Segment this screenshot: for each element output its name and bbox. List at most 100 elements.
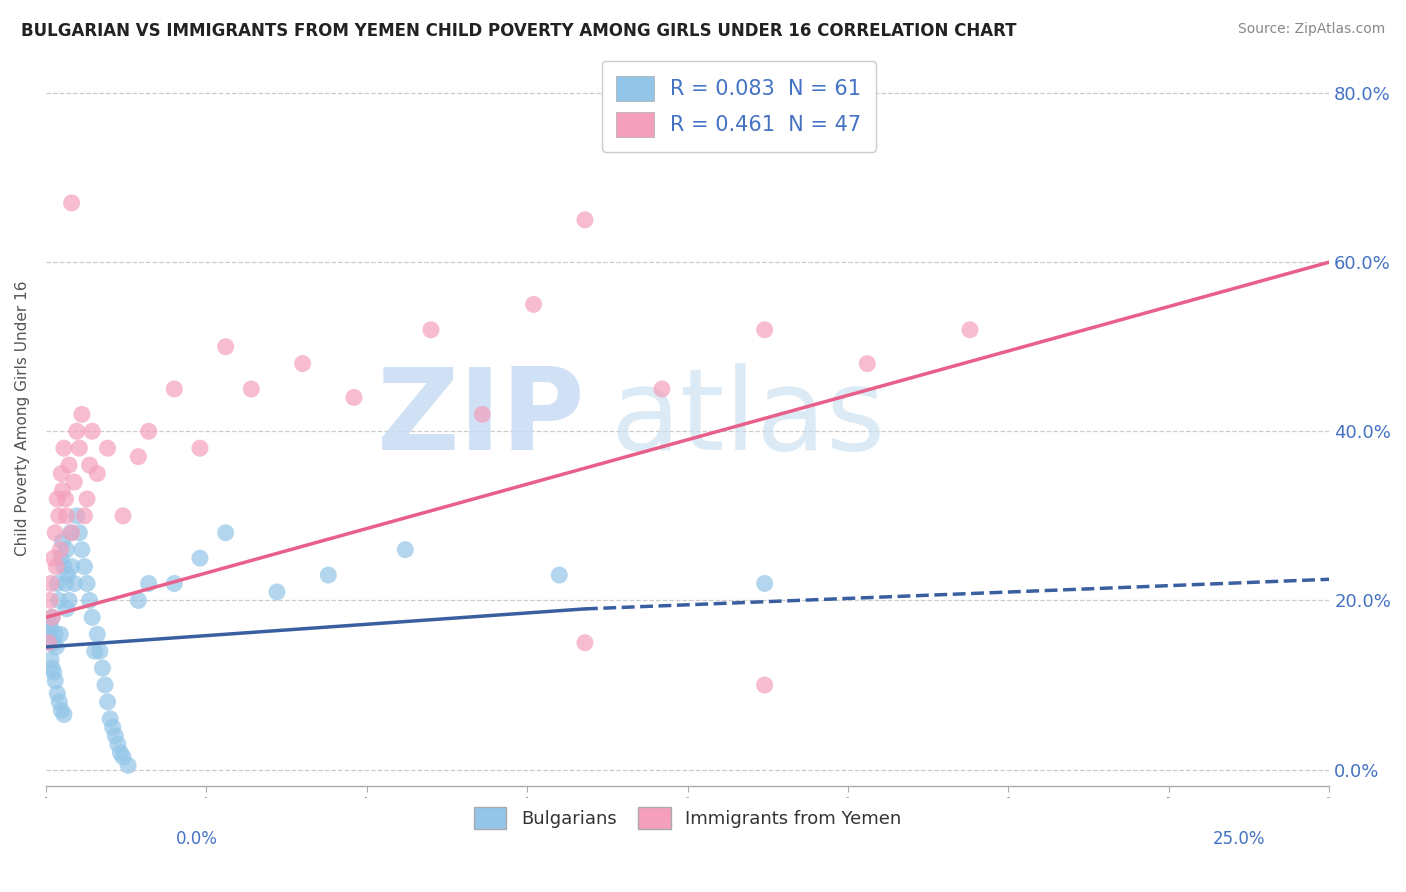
Point [51, 534, 73, 549]
Point [94, 678, 117, 692]
Point [38, 632, 60, 646]
Point [754, 678, 776, 692]
Point [59, 525, 82, 540]
Point [214, 340, 236, 354]
Point [44, 627, 66, 641]
Point [70, 408, 93, 422]
Point [97, 441, 120, 455]
Point [82, 610, 104, 624]
Point [41, 610, 63, 624]
Point [45, 640, 67, 654]
Point [52, 559, 75, 574]
Point [76, 491, 98, 506]
Point [548, 568, 571, 582]
Point [51, 551, 73, 566]
Point [188, 441, 211, 455]
Point [51, 467, 73, 481]
Point [39, 619, 62, 633]
Point [49, 542, 72, 557]
Point [55, 602, 77, 616]
Point [76, 576, 98, 591]
Point [89, 644, 111, 658]
Point [52, 441, 75, 455]
Point [163, 576, 186, 591]
Point [79, 593, 101, 607]
Point [240, 382, 263, 396]
Point [58, 458, 80, 472]
Point [41, 610, 63, 624]
Point [42, 636, 65, 650]
Point [83, 644, 105, 658]
Point [754, 576, 776, 591]
Point [91, 661, 114, 675]
Point [188, 551, 211, 566]
Point [63, 576, 86, 591]
Point [46, 686, 69, 700]
Point [856, 357, 879, 371]
Point [394, 542, 416, 557]
Point [55, 508, 77, 523]
Legend: Bulgarians, Immigrants from Yemen: Bulgarians, Immigrants from Yemen [467, 800, 908, 837]
Point [60, 559, 83, 574]
Point [86, 467, 108, 481]
Point [58, 593, 80, 607]
Y-axis label: Child Poverty Among Girls Under 16: Child Poverty Among Girls Under 16 [15, 281, 30, 557]
Text: BULGARIAN VS IMMIGRANTS FROM YEMEN CHILD POVERTY AMONG GIRLS UNDER 16 CORRELATIO: BULGARIAN VS IMMIGRANTS FROM YEMEN CHILD… [21, 22, 1017, 40]
Point [110, 746, 132, 760]
Point [55, 491, 77, 506]
Point [117, 758, 139, 772]
Point [39, 593, 62, 607]
Point [63, 475, 86, 489]
Point [51, 483, 73, 498]
Point [523, 297, 546, 311]
Text: 25.0%: 25.0% [1213, 830, 1265, 847]
Point [55, 576, 77, 591]
Point [291, 357, 314, 371]
Point [44, 673, 66, 688]
Point [127, 593, 149, 607]
Point [471, 408, 494, 422]
Point [38, 627, 60, 641]
Point [39, 636, 62, 650]
Point [163, 382, 186, 396]
Point [56, 568, 79, 582]
Point [42, 551, 65, 566]
Point [52, 707, 75, 722]
Point [574, 212, 596, 227]
Point [67, 441, 90, 455]
Point [138, 576, 160, 591]
Point [86, 627, 108, 641]
Point [51, 703, 73, 717]
Point [60, 525, 83, 540]
Point [55, 542, 77, 557]
Point [574, 636, 596, 650]
Point [73, 559, 96, 574]
Point [420, 323, 443, 337]
Point [70, 542, 93, 557]
Point [73, 508, 96, 523]
Point [111, 750, 134, 764]
Point [44, 525, 66, 540]
Point [104, 729, 127, 743]
Point [101, 720, 124, 734]
Point [42, 665, 65, 680]
Point [98, 712, 121, 726]
Point [79, 458, 101, 472]
Text: 0.0%: 0.0% [176, 830, 218, 847]
Point [38, 636, 60, 650]
Point [46, 491, 69, 506]
Point [651, 382, 673, 396]
Point [67, 525, 90, 540]
Point [82, 424, 104, 438]
Point [49, 627, 72, 641]
Point [66, 424, 89, 438]
Point [39, 576, 62, 591]
Point [214, 525, 236, 540]
Text: Source: ZipAtlas.com: Source: ZipAtlas.com [1237, 22, 1385, 37]
Point [343, 391, 366, 405]
Point [959, 323, 981, 337]
Point [138, 424, 160, 438]
Point [48, 695, 70, 709]
Point [127, 450, 149, 464]
Point [39, 623, 62, 637]
